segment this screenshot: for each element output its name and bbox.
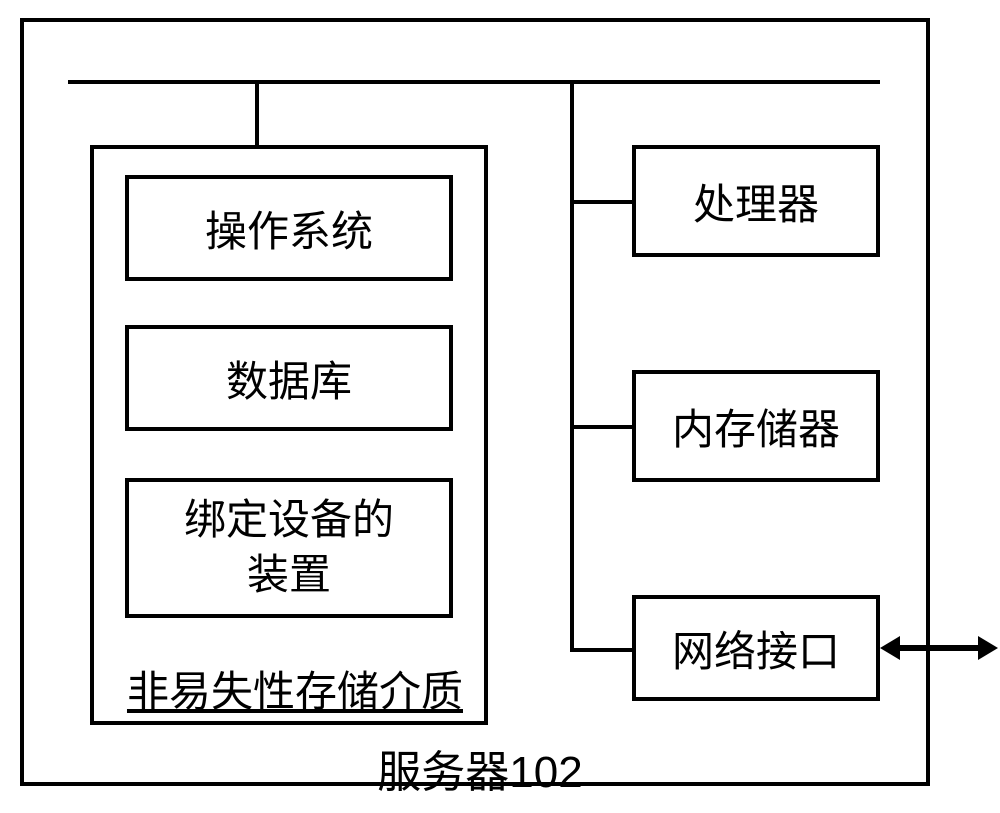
database-label: 数据库 xyxy=(226,348,352,409)
network-box: 网络接口 xyxy=(632,595,880,701)
database-box: 数据库 xyxy=(125,325,453,431)
memory-box: 内存储器 xyxy=(632,370,880,482)
server-label: 服务器102 xyxy=(350,736,610,800)
os-label: 操作系统 xyxy=(205,198,373,259)
branch-to-network xyxy=(570,648,632,652)
bus-horizontal xyxy=(68,80,880,84)
binding-device-label: 绑定设备的 装置 xyxy=(184,493,394,602)
branch-to-memory xyxy=(570,425,632,429)
network-bidir-arrow xyxy=(880,636,998,660)
network-label: 网络接口 xyxy=(672,618,840,679)
storage-medium-label: 非易失性存储介质 xyxy=(110,658,480,719)
branch-to-processor xyxy=(570,200,632,204)
os-box: 操作系统 xyxy=(125,175,453,281)
binding-device-box: 绑定设备的 装置 xyxy=(125,478,453,618)
bus-vertical-right xyxy=(570,80,574,650)
bus-drop-left xyxy=(255,80,259,145)
processor-label: 处理器 xyxy=(693,171,819,232)
memory-label: 内存储器 xyxy=(672,396,840,457)
processor-box: 处理器 xyxy=(632,145,880,257)
